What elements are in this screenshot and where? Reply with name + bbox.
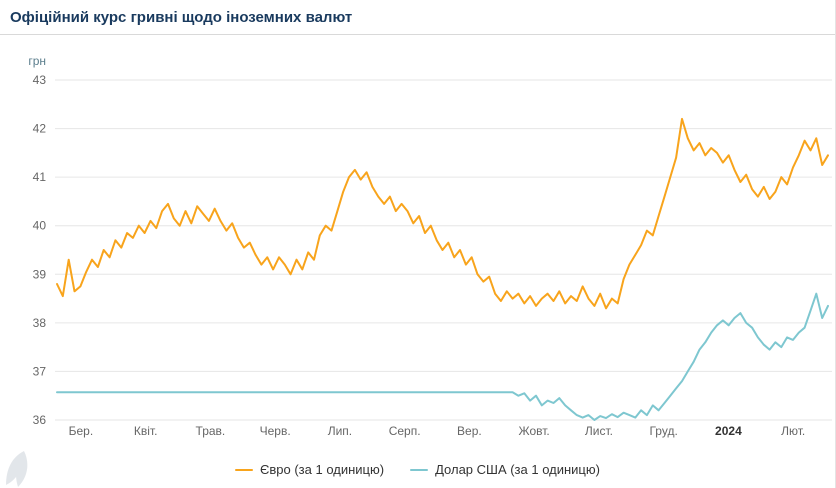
chart-legend: Євро (за 1 одиницю) Долар США (за 1 один…: [0, 462, 835, 477]
y-axis-tick-label: 42: [33, 122, 47, 136]
x-axis-tick-label: Груд.: [649, 424, 677, 438]
y-axis-tick-label: 36: [33, 413, 47, 427]
x-axis-tick-label: Вер.: [457, 424, 482, 438]
exchange-rate-chart: грн 36 37 38 39 40 41 42 43 Бер. Квіт. Трав. Черв. Ли…: [6, 54, 832, 487]
x-axis-tick-label: Черв.: [260, 424, 291, 438]
x-axis-tick-label: Бер.: [69, 424, 94, 438]
x-axis-tick-label: Лип.: [328, 424, 352, 438]
y-axis-tick-label: 37: [33, 364, 47, 378]
y-axis-tick-label: 41: [33, 170, 47, 184]
y-axis-tick-label: 38: [33, 316, 47, 330]
x-axis-tick-label: 2024: [715, 424, 742, 438]
y-axis-tick-label: 43: [33, 73, 47, 87]
site-logo-watermark: [6, 451, 28, 487]
x-axis-tick-label: Трав.: [196, 424, 226, 438]
y-axis-title: грн: [28, 54, 46, 68]
legend-item-euro[interactable]: Євро (за 1 одиницю): [235, 462, 384, 477]
legend-label-euro: Євро (за 1 одиницю): [260, 462, 385, 477]
y-axis-tick-label: 39: [33, 267, 47, 281]
legend-label-usd: Долар США (за 1 одиницю): [435, 462, 600, 477]
page-header: Офіційний курс гривні щодо іноземних вал…: [0, 0, 835, 35]
x-axis-tick-label: Серп.: [389, 424, 421, 438]
legend-item-usd[interactable]: Долар США (за 1 одиницю): [410, 462, 600, 477]
legend-marker-euro: [235, 468, 254, 471]
legend-marker-usd: [410, 468, 429, 471]
y-axis-tick-label: 40: [33, 219, 47, 233]
x-axis-tick-label: Жовт.: [519, 424, 550, 438]
page-title: Офіційний курс гривні щодо іноземних вал…: [10, 9, 353, 26]
series-line-euro[interactable]: [56, 117, 829, 310]
series-line-usd[interactable]: [56, 292, 829, 421]
x-axis-tick-label: Лют.: [781, 424, 805, 438]
x-axis-tick-label: Лист.: [585, 424, 613, 438]
x-axis-tick-label: Квіт.: [134, 424, 158, 438]
